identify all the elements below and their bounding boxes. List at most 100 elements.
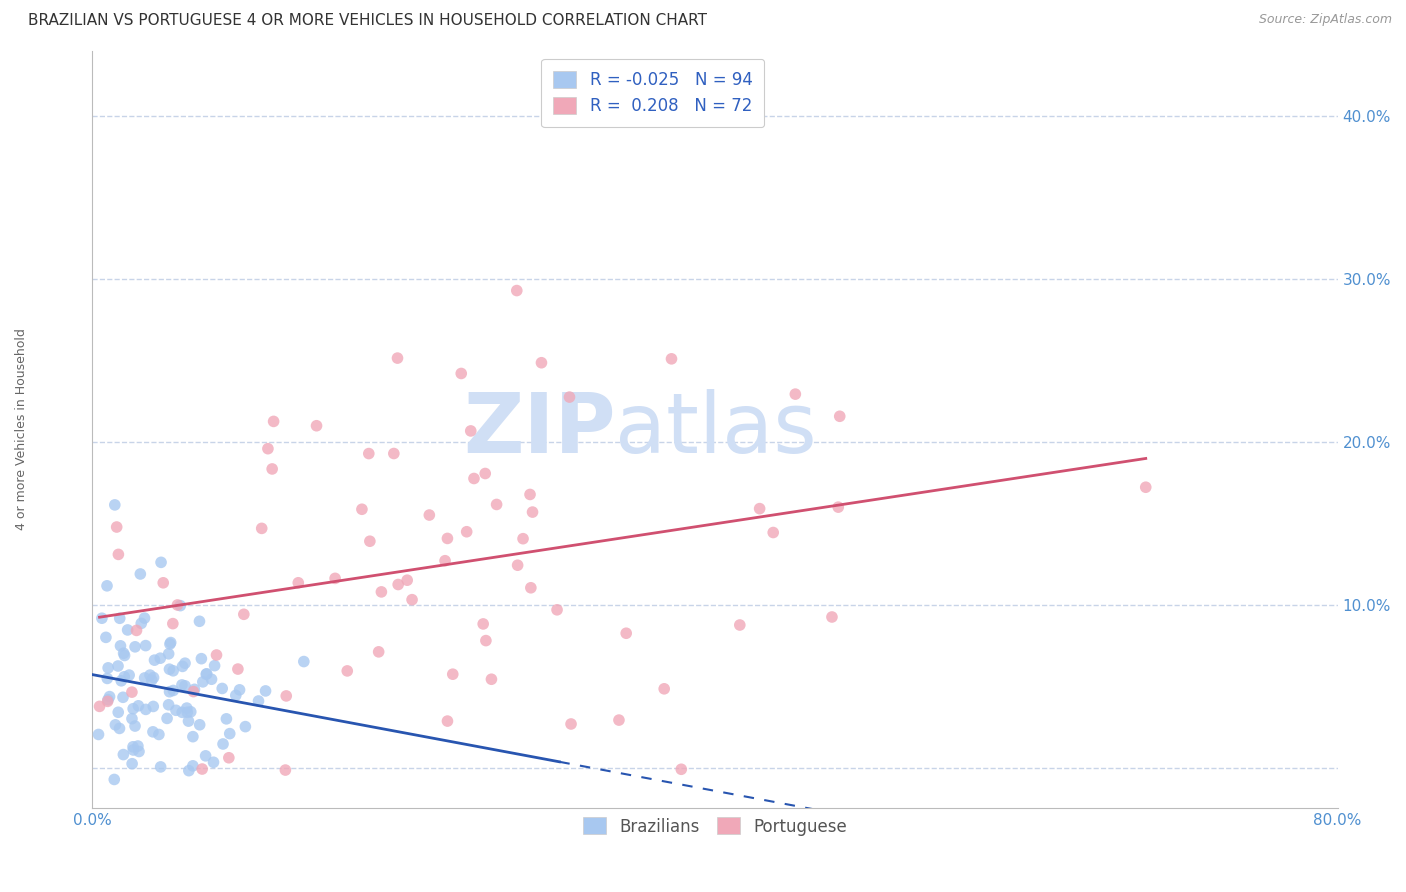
Point: [111, 690, 134, 705]
Point: [142, 724, 165, 739]
Point: [728, 618, 751, 632]
Point: [254, 684, 277, 698]
Point: [121, 756, 143, 771]
Point: [159, 662, 181, 676]
Point: [149, 760, 172, 774]
Legend: Brazilians, Portuguese: Brazilians, Portuguese: [574, 807, 858, 846]
Point: [150, 555, 173, 569]
Point: [169, 599, 191, 613]
Point: [142, 699, 165, 714]
Point: [195, 666, 218, 681]
Point: [125, 624, 148, 638]
Text: Source: ZipAtlas.com: Source: ZipAtlas.com: [1258, 13, 1392, 27]
Point: [305, 418, 328, 433]
Point: [661, 351, 683, 366]
Point: [190, 651, 212, 665]
Point: [387, 577, 409, 591]
Point: [519, 487, 541, 501]
Point: [607, 713, 630, 727]
Point: [128, 744, 150, 758]
Point: [172, 706, 194, 720]
Point: [121, 712, 143, 726]
Point: [159, 637, 181, 651]
Point: [205, 648, 228, 662]
Point: [225, 689, 247, 703]
Point: [104, 498, 127, 512]
Point: [110, 639, 132, 653]
Point: [506, 284, 529, 298]
Point: [247, 694, 270, 708]
Point: [127, 739, 149, 753]
Point: [134, 611, 156, 625]
Point: [121, 685, 143, 699]
Point: [177, 714, 200, 728]
Point: [177, 764, 200, 778]
Point: [218, 751, 240, 765]
Point: [107, 659, 129, 673]
Point: [276, 689, 298, 703]
Point: [274, 763, 297, 777]
Point: [370, 585, 392, 599]
Point: [105, 520, 128, 534]
Point: [162, 664, 184, 678]
Point: [87, 727, 110, 741]
Point: [135, 702, 157, 716]
Point: [152, 575, 174, 590]
Point: [97, 694, 120, 708]
Point: [162, 616, 184, 631]
Point: [262, 462, 284, 476]
Point: [211, 681, 233, 696]
Point: [165, 703, 187, 717]
Point: [436, 532, 458, 546]
Point: [110, 673, 132, 688]
Point: [560, 717, 582, 731]
Point: [287, 575, 309, 590]
Point: [94, 631, 117, 645]
Point: [112, 747, 135, 762]
Point: [159, 684, 181, 698]
Point: [183, 682, 205, 697]
Point: [512, 532, 534, 546]
Point: [108, 611, 131, 625]
Point: [90, 611, 112, 625]
Point: [382, 446, 405, 460]
Point: [481, 672, 503, 686]
Point: [456, 524, 478, 539]
Point: [827, 500, 849, 515]
Point: [97, 692, 120, 706]
Point: [762, 525, 785, 540]
Point: [135, 639, 157, 653]
Point: [359, 534, 381, 549]
Point: [181, 730, 204, 744]
Point: [350, 502, 373, 516]
Point: [112, 646, 135, 660]
Point: [166, 598, 188, 612]
Point: [89, 699, 111, 714]
Point: [129, 566, 152, 581]
Point: [124, 640, 146, 654]
Point: [250, 521, 273, 535]
Y-axis label: 4 or more Vehicles in Household: 4 or more Vehicles in Household: [15, 328, 28, 531]
Point: [112, 670, 135, 684]
Point: [96, 672, 118, 686]
Point: [226, 662, 249, 676]
Point: [357, 446, 380, 460]
Point: [142, 671, 165, 685]
Point: [436, 714, 458, 728]
Point: [108, 722, 131, 736]
Point: [418, 508, 440, 522]
Point: [821, 610, 844, 624]
Point: [188, 615, 211, 629]
Point: [530, 356, 553, 370]
Point: [180, 705, 202, 719]
Point: [148, 727, 170, 741]
Point: [228, 682, 250, 697]
Point: [124, 719, 146, 733]
Point: [215, 712, 238, 726]
Point: [828, 409, 851, 424]
Point: [98, 690, 121, 704]
Point: [174, 656, 197, 670]
Point: [463, 471, 485, 485]
Point: [96, 579, 118, 593]
Point: [257, 442, 280, 456]
